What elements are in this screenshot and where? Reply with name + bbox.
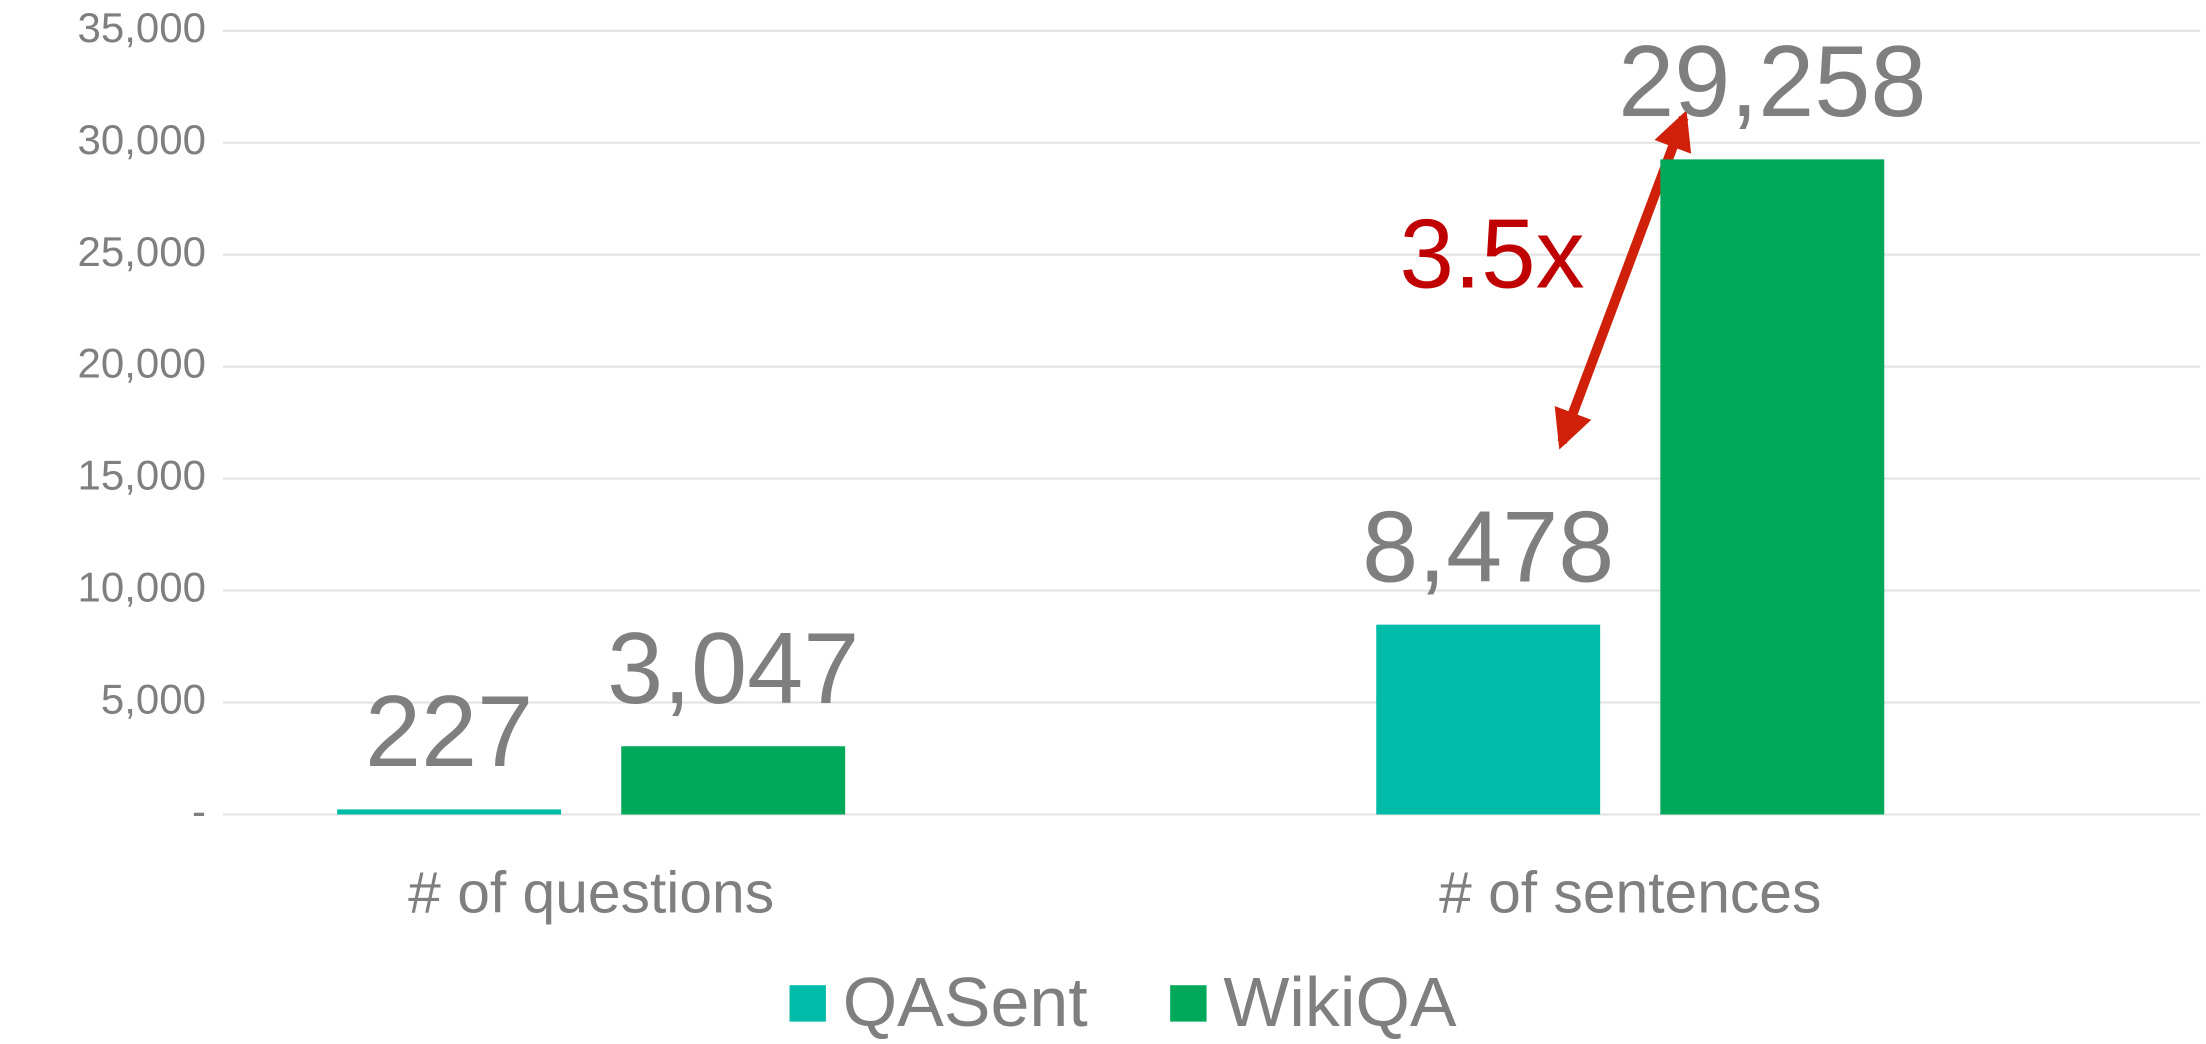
y-tick-label: 30,000 bbox=[78, 116, 206, 163]
legend-swatch bbox=[789, 985, 826, 1022]
legend-label: QASent bbox=[843, 963, 1088, 1041]
data-label: 3,047 bbox=[607, 613, 859, 725]
x-tick-label: # of questions bbox=[408, 861, 774, 926]
bar bbox=[337, 809, 562, 815]
legend-label: WikiQA bbox=[1223, 963, 1457, 1041]
annotation: 3.5x bbox=[1399, 199, 1584, 309]
y-tick-label: 10,000 bbox=[78, 564, 206, 611]
y-tick-label: 5,000 bbox=[101, 676, 206, 723]
y-tick-label: 35,000 bbox=[78, 4, 206, 51]
data-label: 8,478 bbox=[1362, 491, 1614, 603]
data-label: 29,258 bbox=[1618, 26, 1926, 138]
y-tick-label: - bbox=[192, 788, 206, 835]
data-label: 227 bbox=[365, 676, 533, 788]
y-tick-label: 15,000 bbox=[78, 452, 206, 499]
y-tick-label: 20,000 bbox=[78, 340, 206, 387]
bar bbox=[1376, 624, 1601, 815]
legend-swatch bbox=[1170, 985, 1207, 1022]
x-tick-label: # of sentences bbox=[1439, 861, 1821, 926]
y-tick-label: 25,000 bbox=[78, 228, 206, 275]
bar bbox=[621, 746, 846, 815]
bar bbox=[1660, 159, 1885, 815]
